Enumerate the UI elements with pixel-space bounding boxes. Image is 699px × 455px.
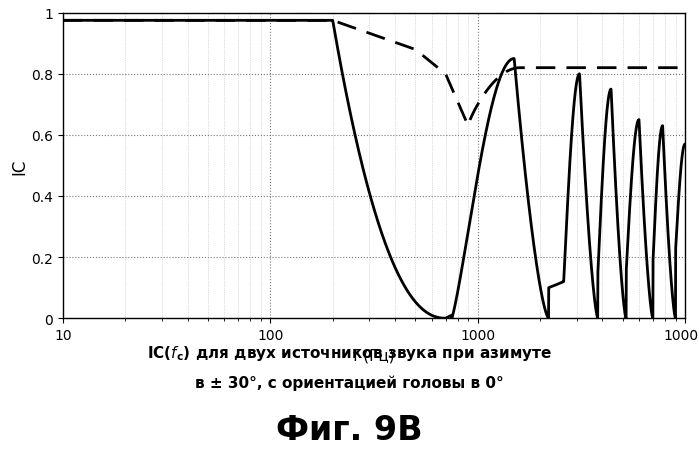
- Y-axis label: IC: IC: [10, 158, 29, 174]
- Text: Фиг. 9В: Фиг. 9В: [276, 414, 423, 446]
- X-axis label: f (Гц): f (Гц): [353, 348, 395, 363]
- Text: в ± 30°, с ориентацией головы в 0°: в ± 30°, с ориентацией головы в 0°: [195, 374, 504, 390]
- Text: IC($\mathit{f}_\mathregular{c}$) для двух источников звука при азимуте: IC($\mathit{f}_\mathregular{c}$) для дву…: [147, 343, 552, 362]
